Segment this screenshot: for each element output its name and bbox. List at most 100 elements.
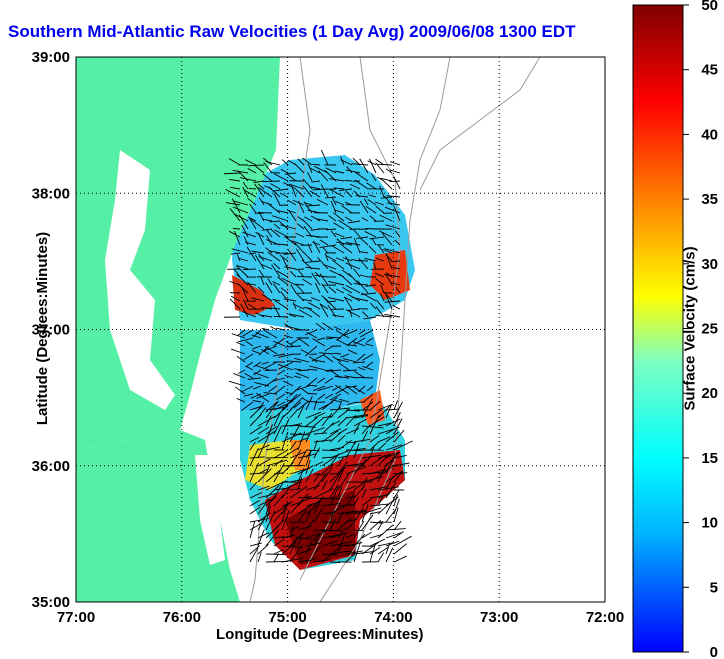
velocity-vector [329,550,353,555]
velocity-vector [334,232,345,238]
velocity-vector [289,385,302,397]
velocity-vector [344,297,353,310]
velocity-vector [319,239,329,246]
velocity-vector [255,312,265,318]
velocity-vector [371,173,377,182]
velocity-vector [337,486,343,499]
velocity-vector [356,353,366,362]
velocity-vector [273,511,283,523]
velocity-vector [385,404,392,419]
velocity-vector [323,264,337,270]
velocity-vector [359,200,369,214]
velocity-vector [313,461,324,467]
velocity-vector [385,509,396,523]
velocity-vector [369,511,380,515]
velocity-vector [273,501,293,515]
velocity-vector [326,228,337,231]
velocity-vector [285,236,297,246]
velocity-vector [249,441,256,451]
velocity-vector [392,305,401,310]
velocity-vector [308,356,318,363]
velocity-vector [312,241,321,246]
velocity-vector [297,525,313,531]
velocity-vector [231,248,249,254]
x-tick-label: 76:00 [163,609,201,626]
velocity-vector [271,264,281,278]
velocity-vector [357,366,366,371]
velocity-vector [337,408,350,419]
velocity-vector [281,462,294,475]
velocity-vector [253,180,265,184]
velocity-vector [346,242,361,246]
velocity-vector [280,193,289,198]
velocity-vector [289,488,301,491]
velocity-vector [393,555,407,563]
velocity-vector [393,418,403,435]
velocity-vector [228,380,246,387]
velocity-vector [386,202,401,206]
velocity-vector [289,270,297,278]
velocity-vector [265,553,286,555]
velocity-vector [325,255,337,262]
velocity-vector [257,498,270,515]
velocity-vector [329,504,348,515]
velocity-vector [281,159,289,166]
velocity-vector [294,291,305,302]
velocity-vector [266,202,281,214]
velocity-vector [295,248,305,262]
velocity-vector [289,486,308,499]
velocity-vector [255,332,270,339]
velocity-vector [251,250,265,254]
velocity-vector [273,459,283,467]
velocity-vector [289,396,304,411]
velocity-vector [353,541,361,563]
velocity-vector [318,170,329,182]
velocity-vector [345,415,357,427]
velocity-vector [329,532,349,539]
velocity-vector [384,300,401,303]
velocity-vector [265,401,278,413]
velocity-vector [379,214,393,222]
gridlines [76,57,605,602]
velocity-vector [249,448,259,467]
velocity-vector [315,359,326,363]
velocity-vector [304,216,313,222]
velocity-vector [247,377,262,380]
velocity-vector [231,333,246,339]
velocity-vector [265,446,280,451]
velocity-vector [242,329,254,337]
velocity-vector [361,424,371,435]
velocity-vector [251,334,262,339]
velocity-vector [305,503,320,515]
velocity-vector [234,231,241,246]
velocity-vector [258,187,273,198]
velocity-vector [265,424,273,443]
velocity-vector [361,531,372,539]
colorbar-tick-label: 15 [701,450,718,467]
velocity-vector [305,260,321,263]
velocity-vector [272,298,281,302]
velocity-vector [366,337,374,343]
velocity-vector [336,338,350,347]
colorbar-tick-label: 20 [701,385,718,402]
velocity-vector [273,340,286,347]
velocity-vector [257,183,265,190]
velocity-vector [308,384,318,387]
velocity-vector [295,372,310,379]
velocity-vector [369,409,383,419]
velocity-vector [364,343,374,347]
velocity-vector [334,375,350,379]
velocity-vector [389,161,401,166]
velocity-vector [295,268,305,270]
velocity-vector [375,278,385,286]
velocity-vector [261,327,270,331]
velocity-vector [307,302,321,310]
velocity-vector [269,220,281,223]
velocity-vector [257,468,272,483]
velocity-vector [249,413,262,427]
velocity-vector [340,159,353,166]
velocity-vector [231,252,241,255]
velocity-vector [298,270,305,278]
velocity-vector [231,295,241,302]
velocity-vector [268,186,281,198]
